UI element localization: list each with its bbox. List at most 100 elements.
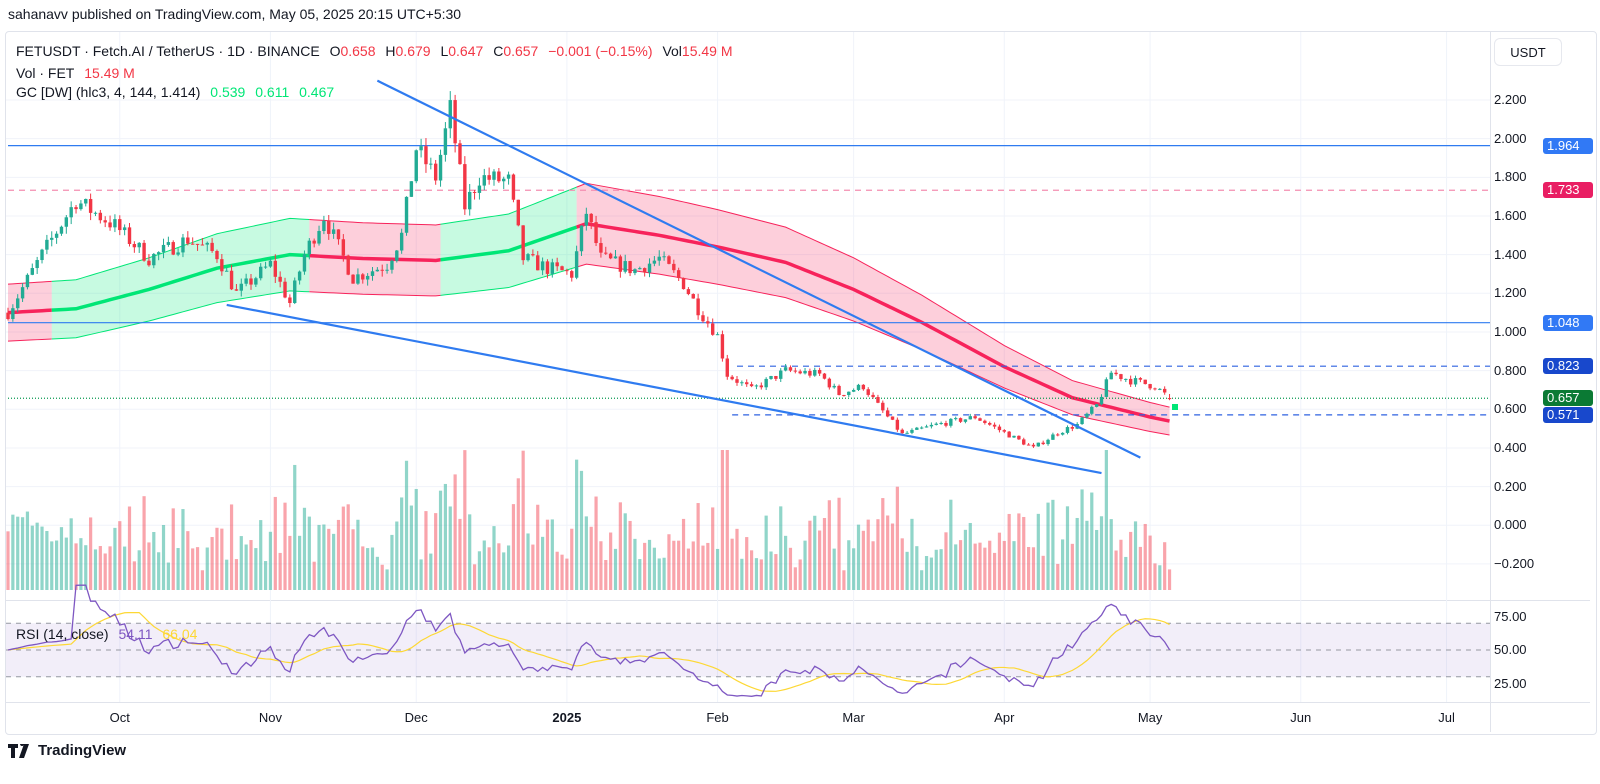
price-tick-label: 1.000 [1494,323,1527,339]
candle-body [244,278,248,284]
candle-body [297,271,302,281]
candle-body [293,280,297,303]
volume-bar [706,542,710,590]
volume-bar [769,551,773,590]
gc-indicator-label: GC [DW] (hlc3, 4, 144, 1.414) [16,84,201,100]
currency-button[interactable]: USDT [1494,38,1562,66]
volume-bar [375,556,379,590]
candle-body [1138,378,1143,380]
rsi-legend[interactable]: RSI (14, close) 54.11 66.04 [16,626,203,642]
rsi-value: 54.11 [118,626,153,642]
volume-bar [1085,520,1089,590]
pane-divider [6,600,1590,601]
volume-bar [968,522,972,590]
candle-body [220,259,224,272]
candle-body [638,268,642,270]
volume-bar [118,521,122,590]
volume-bar [1104,450,1108,590]
tradingview-brand: TradingView [38,742,127,759]
candle-body [390,260,394,270]
price-level-label: 0.823 [1543,358,1593,375]
candle-body [949,418,953,426]
tradingview-logo[interactable]: TradingView [8,742,126,759]
volume-bar [749,550,754,590]
price-level-label: 1.964 [1543,137,1593,154]
candle-body [497,171,501,182]
candle-body [307,240,312,255]
low-value: 0.647 [448,43,484,59]
time-axis-divider [6,702,1590,703]
volume-bar [103,553,107,590]
candle-body [608,253,613,259]
volume-bar [332,533,336,590]
rsi-tick-label: 50.00 [1494,642,1527,657]
price-level-label: 0.571 [1543,406,1593,423]
volume-bar [487,547,491,590]
tradingview-logo-icon [8,743,29,758]
candle-body [312,240,316,244]
volume-bar [623,513,627,590]
candle-body [283,281,287,298]
time-tick-label: Mar [842,710,865,725]
candle-body [1065,427,1070,433]
volume-bar [555,551,559,590]
candle-body [754,385,759,387]
symbol-info[interactable]: FETUSDT · Fetch.AI / TetherUS · 1D · BIN… [16,43,320,59]
candle-body [54,233,59,238]
volume-bar [84,545,88,590]
candle-body [98,212,103,221]
candle-body [229,270,234,290]
gc-indicator-legend[interactable]: GC [DW] (hlc3, 4, 144, 1.414) 0.539 0.61… [16,84,340,100]
volume-bar [506,545,511,590]
candle-body [356,274,360,284]
candle-body [642,268,647,273]
candle-body [1162,388,1167,393]
candle-body [633,269,637,274]
candle-body [210,242,214,251]
candle-body [30,268,34,275]
open-value: 0.658 [340,43,376,59]
volume-bar [434,513,438,590]
volume-bar [939,549,943,590]
candle-body [706,321,710,324]
volume-bar [1002,540,1006,590]
volume-bar [477,551,482,590]
candle-body [88,198,93,213]
volume-bar [273,496,277,590]
volume-bar [395,521,399,590]
candle-body [919,427,924,429]
volume-bar [453,474,457,590]
volume-bar [516,478,520,590]
candle-body [181,237,185,253]
volume-bar [215,527,219,590]
candle-body [793,370,798,372]
volume-bar [244,544,248,590]
volume-bar [988,540,992,590]
candle-body [803,370,807,374]
candle-body [409,181,414,197]
volume-value: 15.49 M [681,43,733,59]
volume-bar [818,530,822,590]
candle-body [1056,434,1060,436]
gc-upper-line [7,280,52,285]
volume-bar [98,546,102,590]
volume-bar [725,450,729,590]
volume-indicator-legend[interactable]: Vol · FET 15.49 M [16,65,141,81]
volume-bar [74,543,78,590]
candle-body [540,261,545,271]
gc-band-up [440,187,577,296]
candle-body [652,260,657,264]
candle-body [851,389,856,392]
candle-body [482,175,486,186]
gc-lower-line [7,338,52,342]
candle-body [225,270,229,272]
volume-bar [900,538,904,590]
rsi-tick-label: 75.00 [1494,608,1527,624]
volume-bar [1124,556,1128,590]
candle-body [788,367,793,371]
volume-bar [1075,517,1079,590]
candle-body [978,418,982,421]
volume-bar [137,550,141,590]
volume-bar [613,548,618,590]
